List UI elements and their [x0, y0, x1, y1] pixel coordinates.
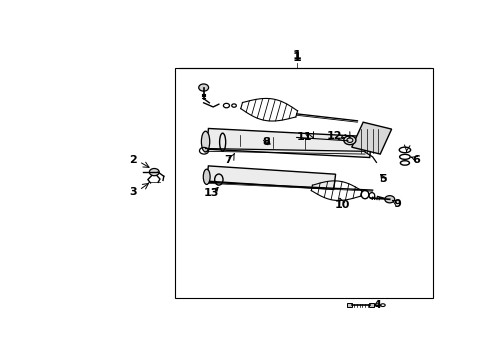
Bar — [347, 303, 352, 307]
Polygon shape — [206, 129, 372, 158]
Text: 12: 12 — [327, 131, 343, 141]
Circle shape — [344, 136, 356, 145]
Circle shape — [149, 168, 159, 176]
Ellipse shape — [201, 131, 210, 152]
Text: 1: 1 — [293, 50, 301, 64]
Bar — [369, 303, 374, 307]
Text: 13: 13 — [203, 188, 219, 198]
Text: 7: 7 — [224, 155, 232, 165]
Circle shape — [199, 84, 209, 91]
Text: 10: 10 — [335, 199, 350, 210]
Text: 4: 4 — [373, 300, 381, 310]
Ellipse shape — [203, 169, 210, 184]
Text: 1: 1 — [293, 49, 301, 62]
Text: 5: 5 — [379, 174, 387, 184]
Polygon shape — [352, 122, 392, 154]
Text: 9: 9 — [393, 199, 401, 209]
Bar — [175, 68, 433, 298]
Polygon shape — [206, 166, 336, 189]
Text: 3: 3 — [129, 187, 137, 197]
Text: 6: 6 — [413, 155, 420, 165]
Text: 2: 2 — [129, 155, 137, 165]
Text: 8: 8 — [263, 136, 270, 147]
Text: 11: 11 — [296, 132, 312, 143]
Circle shape — [385, 196, 394, 203]
